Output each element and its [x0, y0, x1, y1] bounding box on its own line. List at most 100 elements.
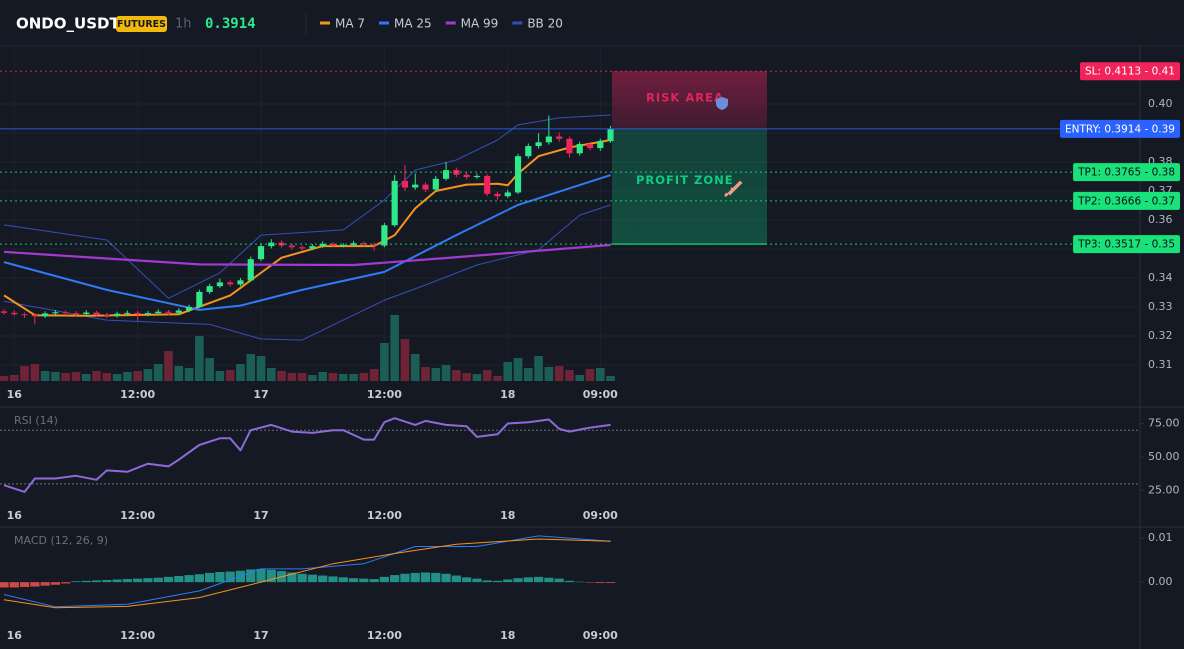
candle-body — [155, 311, 162, 314]
y-tick-label: 25.00 — [1148, 484, 1180, 497]
candle-body — [360, 243, 367, 245]
histogram-bar — [153, 577, 163, 583]
x-tick-label: 16 — [7, 629, 23, 642]
candle-body — [525, 146, 532, 157]
candle-body — [185, 307, 193, 311]
level-tag-label: TP3: 0.3517 - 0.35 — [1077, 239, 1175, 251]
volume-bar — [431, 368, 441, 381]
x-tick-label: 12:00 — [120, 388, 155, 401]
candle-body — [0, 311, 8, 313]
candle-body — [21, 314, 28, 316]
histogram-bar — [564, 580, 575, 583]
histogram-bar — [544, 577, 554, 583]
histogram-bar — [133, 578, 143, 583]
histogram-bar — [513, 578, 523, 583]
x-tick-label: 12:00 — [120, 509, 155, 522]
candle-body — [586, 144, 594, 149]
histogram-bar — [575, 581, 585, 583]
histogram-bar — [163, 576, 174, 583]
histogram-bar — [605, 582, 616, 584]
volume-bar — [606, 376, 615, 381]
histogram-bar — [256, 568, 266, 583]
volume-bar — [153, 364, 163, 381]
volume-bar — [112, 374, 122, 381]
rsi-line — [3, 417, 611, 493]
volume-bar — [20, 366, 29, 381]
candle-body — [42, 313, 49, 317]
x-tick-label: 09:00 — [583, 388, 618, 401]
histogram-bar — [246, 569, 256, 583]
volume-bar — [266, 368, 276, 381]
volume-bar — [503, 362, 513, 381]
level-tag — [1073, 191, 1180, 210]
histogram-bar — [492, 580, 503, 583]
x-tick-label: 17 — [253, 629, 268, 642]
volume-bar — [205, 358, 214, 381]
volume-bar — [338, 374, 348, 381]
histogram-bar — [400, 573, 410, 583]
volume-bar — [523, 368, 533, 381]
histogram-bar — [102, 579, 112, 583]
volume-bar — [277, 371, 286, 381]
x-tick-label: 18 — [500, 629, 515, 642]
panel-title: MACD (12, 26, 9) — [14, 534, 108, 547]
volume-bar — [534, 356, 543, 381]
histogram-bar — [595, 582, 605, 584]
volume-bar — [493, 376, 502, 381]
histogram-bar — [472, 578, 482, 583]
candle-body — [206, 286, 213, 292]
plot-layer: 0.310.320.330.340.350.360.370.380.390.40… — [0, 48, 1180, 642]
histogram-bar — [554, 578, 564, 583]
level-tag-label: SL: 0.4113 - 0.41 — [1085, 66, 1175, 78]
candle-body — [556, 136, 563, 139]
candle-body — [165, 311, 172, 313]
bollinger-upper — [3, 114, 611, 299]
y-tick-label: 75.00 — [1148, 417, 1180, 430]
candle-body — [319, 243, 326, 247]
histogram-bar — [297, 573, 307, 583]
volume-bar — [565, 370, 574, 381]
volume-bar — [9, 375, 19, 381]
candle-body — [412, 184, 419, 188]
histogram-bar — [9, 582, 19, 588]
candle-body — [566, 138, 573, 154]
candle-body — [545, 136, 552, 143]
candle-body — [473, 175, 480, 178]
histogram-bar — [523, 577, 533, 583]
macd-line — [3, 535, 611, 608]
candle-body — [11, 312, 18, 315]
legend-label: MA 25 — [394, 17, 432, 31]
volume-bar — [482, 370, 492, 381]
histogram-bar — [369, 579, 379, 583]
histogram-bar — [184, 575, 194, 583]
histogram-bar — [318, 575, 328, 583]
candle-body — [381, 225, 388, 246]
volume-bar — [462, 373, 471, 381]
candle-body — [463, 174, 470, 178]
candle-body — [124, 312, 131, 314]
x-tick-label: 12:00 — [367, 629, 402, 642]
x-tick-label: 09:00 — [583, 509, 618, 522]
histogram-bar — [0, 582, 9, 588]
histogram-bar — [194, 574, 204, 583]
zone-icons — [716, 97, 743, 197]
candle-body — [442, 170, 450, 179]
candle-body — [227, 282, 234, 285]
y-tick-label: 0.31 — [1148, 358, 1173, 371]
volume-bar — [544, 367, 554, 381]
volume-bar — [92, 371, 101, 381]
histogram-bar — [30, 582, 40, 587]
y-tick-label: 0.32 — [1148, 329, 1173, 342]
candle-body — [62, 312, 69, 314]
last-price: 0.3914 — [205, 16, 256, 32]
histogram-bar — [482, 580, 492, 583]
volume-bar — [308, 375, 317, 381]
x-tick-label: 18 — [500, 388, 515, 401]
candle-body — [309, 246, 316, 249]
candle-body — [607, 128, 614, 142]
moving-average — [3, 243, 611, 267]
histogram-bar — [462, 577, 472, 583]
candle-body — [514, 156, 522, 193]
histogram-bar — [338, 577, 348, 583]
